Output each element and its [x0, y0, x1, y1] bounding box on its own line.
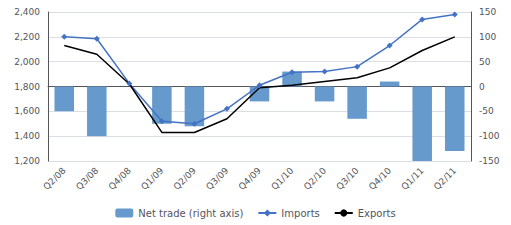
- svg-text:Q3/08: Q3/08: [74, 165, 101, 192]
- svg-text:1,800: 1,800: [14, 82, 40, 92]
- svg-text:1,400: 1,400: [14, 131, 40, 141]
- svg-text:1,200: 1,200: [14, 156, 40, 166]
- svg-text:50: 50: [479, 57, 491, 67]
- svg-text:-150: -150: [479, 156, 500, 166]
- svg-text:Q4/10: Q4/10: [367, 165, 394, 192]
- svg-text:Q3/10: Q3/10: [334, 165, 361, 192]
- svg-text:2,400: 2,400: [14, 7, 40, 17]
- svg-text:Q2/10: Q2/10: [302, 165, 329, 192]
- svg-text:2,200: 2,200: [14, 32, 40, 42]
- svg-text:Q4/09: Q4/09: [237, 165, 264, 192]
- svg-text:1,600: 1,600: [14, 106, 40, 116]
- svg-text:Q1/09: Q1/09: [139, 165, 166, 192]
- svg-text:Net trade (right axis): Net trade (right axis): [138, 208, 243, 219]
- svg-text:100: 100: [479, 32, 496, 42]
- svg-text:Q1/10: Q1/10: [269, 165, 296, 192]
- svg-text:Q3/09: Q3/09: [204, 165, 231, 192]
- svg-text:150: 150: [479, 7, 496, 17]
- svg-text:Q2/11: Q2/11: [432, 165, 458, 191]
- svg-text:-100: -100: [479, 131, 500, 141]
- svg-text:Exports: Exports: [358, 208, 396, 219]
- svg-text:0: 0: [479, 82, 485, 92]
- svg-text:-50: -50: [479, 106, 494, 116]
- svg-text:Imports: Imports: [281, 208, 319, 219]
- svg-text:Q2/08: Q2/08: [41, 165, 68, 192]
- svg-text:Q4/08: Q4/08: [107, 165, 134, 192]
- svg-text:Q2/09: Q2/09: [172, 165, 199, 192]
- svg-text:Q1/11: Q1/11: [399, 165, 425, 191]
- svg-text:2,000: 2,000: [14, 57, 40, 67]
